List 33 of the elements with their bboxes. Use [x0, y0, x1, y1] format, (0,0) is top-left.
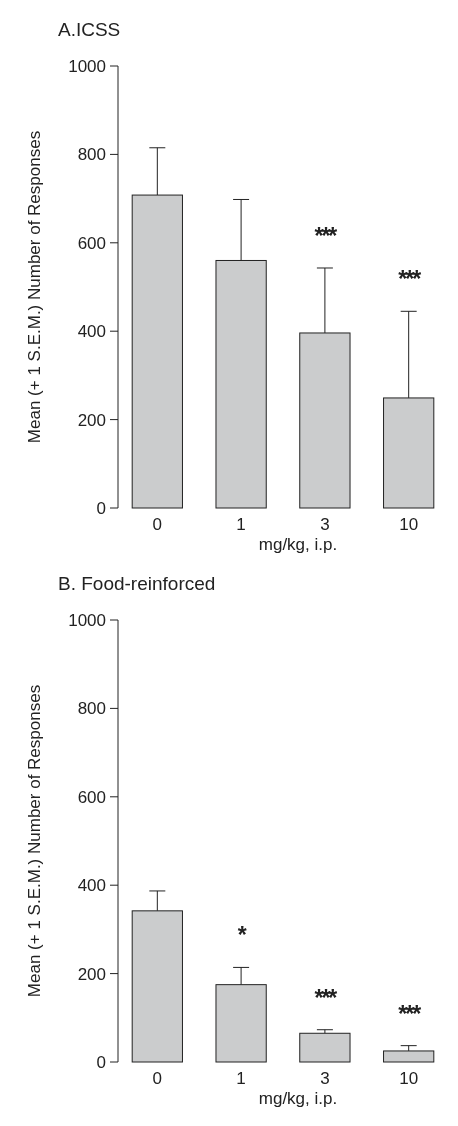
chart-title: A.ICSS: [58, 19, 121, 40]
y-tick-label: 200: [77, 410, 106, 430]
y-tick-label: 600: [77, 233, 106, 253]
y-axis-title: Mean (+ 1 S.E.M.) Number of Responses: [25, 130, 44, 444]
annotation: ***: [398, 1000, 422, 1027]
x-tick-label: 0: [152, 515, 163, 534]
x-tick-label: 3: [320, 515, 330, 534]
bar: [299, 1032, 351, 1063]
y-tick-label: 400: [77, 322, 106, 342]
y-tick-label: 600: [77, 787, 106, 807]
y-tick-label: 800: [77, 699, 106, 719]
bar: [383, 1050, 435, 1063]
x-tick-label: 10: [399, 1069, 419, 1088]
y-tick-label: 200: [77, 964, 106, 984]
y-tick-label: 0: [96, 1052, 106, 1072]
x-tick-label: 10: [399, 515, 419, 534]
y-tick-label: 1000: [68, 610, 106, 630]
x-tick-label: 1: [236, 1069, 246, 1088]
annotation: *: [237, 922, 247, 949]
annotation: ***: [314, 222, 338, 249]
chart-title: B. Food-reinforced: [58, 573, 216, 594]
y-tick-label: 0: [96, 498, 106, 518]
x-tick-label: 0: [152, 1069, 163, 1088]
x-tick-label: 1: [236, 515, 246, 534]
annotation: ***: [314, 984, 338, 1011]
annotation: ***: [398, 266, 422, 293]
x-axis-title: mg/kg, i.p.: [258, 535, 338, 554]
y-tick-label: 1000: [68, 56, 106, 76]
y-tick-label: 400: [77, 876, 106, 896]
x-axis-title: mg/kg, i.p.: [258, 1089, 338, 1108]
y-axis-title: Mean (+ 1 S.E.M.) Number of Responses: [25, 684, 44, 998]
y-tick-label: 800: [77, 145, 106, 165]
x-tick-label: 3: [320, 1069, 330, 1088]
